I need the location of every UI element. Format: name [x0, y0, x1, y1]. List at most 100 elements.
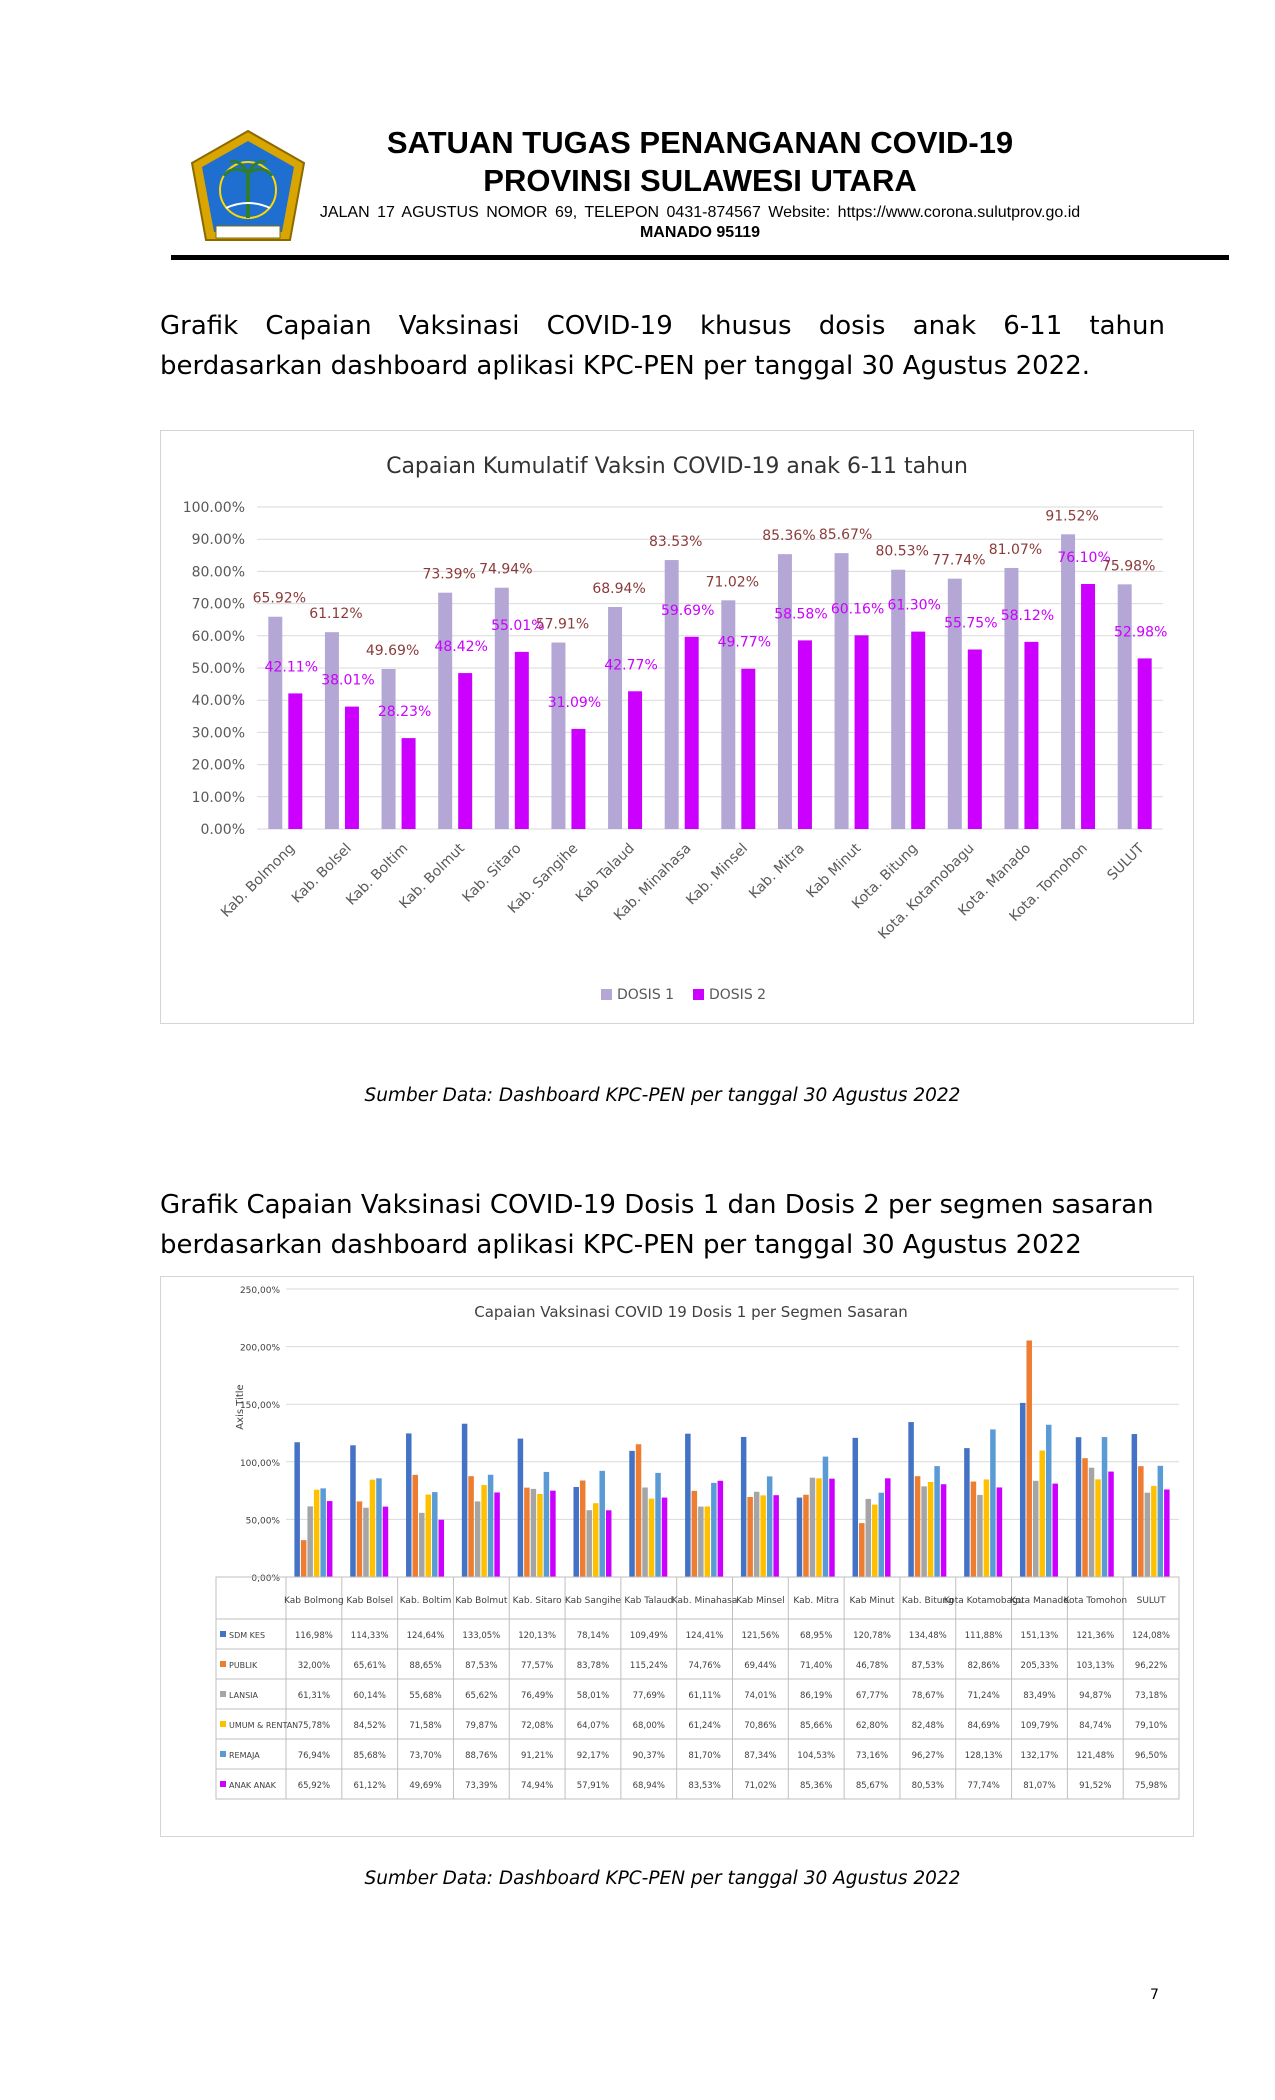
chart2-bar [859, 1523, 865, 1577]
chart2-bar [517, 1438, 524, 1577]
chart2-bar [419, 1512, 425, 1577]
chart1-bar-dosis1 [721, 600, 736, 829]
chart2-legend-swatch [220, 1781, 226, 1787]
chart2-bar [313, 1489, 320, 1577]
chart2-bar [543, 1471, 550, 1577]
chart2-table-cell: 73,16% [856, 1751, 888, 1761]
chart2-table-cell: 121,56% [741, 1631, 779, 1641]
chart2-bar [468, 1476, 474, 1577]
chart1-ytick-label: 40.00% [192, 693, 245, 709]
chart2-bar [412, 1474, 419, 1577]
chart2-bar [914, 1476, 921, 1577]
chart1-bar-dosis1 [494, 587, 509, 829]
chart2-table-cell: 77,74% [967, 1781, 999, 1791]
chart2-table-cell: 124,08% [1132, 1631, 1170, 1641]
chart1-data-label-dosis2: 38.01% [321, 673, 374, 689]
chart1-bar-dosis1 [664, 560, 679, 829]
chart2-bar [996, 1487, 1003, 1577]
chart2-bar [661, 1497, 668, 1577]
chart2-table-cell: 120,13% [518, 1631, 556, 1641]
chart2-table-cell: 109,49% [630, 1631, 668, 1641]
chart2-table-cell: 132,17% [1021, 1751, 1059, 1761]
chart2-table-cell: 77,69% [633, 1691, 665, 1701]
chart2-legend-label: REMAJA [229, 1751, 260, 1760]
chart2-category-label: Kab Minsel [736, 1596, 785, 1606]
chart1-bar-dosis1 [891, 569, 906, 829]
chart2-bar [605, 1510, 612, 1577]
chart1-bar-dosis1 [834, 553, 849, 829]
chart1-title: Capaian Kumulatif Vaksin COVID-19 anak 6… [386, 454, 968, 479]
chart2-legend-label: UMUM & RENTAN [229, 1721, 298, 1730]
chart1-data-label-dosis1: 71.02% [706, 574, 759, 590]
chart2-bar [940, 1484, 947, 1577]
chart2-bar [704, 1506, 711, 1577]
chart2-table-cell: 87,53% [912, 1661, 944, 1671]
chart2-table-cell: 94,87% [1079, 1691, 1111, 1701]
chart2-legend-label: LANSIA [229, 1691, 259, 1700]
chart2-bar [711, 1482, 717, 1577]
chart2-category-label: Kab Minut [850, 1596, 896, 1606]
chart2-category-label: Kab. Bitung [902, 1596, 954, 1606]
chart2-bar [655, 1472, 661, 1577]
chart2-table-cell: 121,48% [1076, 1751, 1114, 1761]
chart2-bar [648, 1498, 655, 1577]
chart2-table-cell: 64,07% [577, 1721, 609, 1731]
chart2-bar [320, 1488, 326, 1577]
chart2-table-cell: 84,74% [1079, 1721, 1111, 1731]
chart2-table-cell: 88,76% [465, 1751, 497, 1761]
chart2-bar [474, 1501, 481, 1577]
chart2-table-cell: 72,08% [521, 1721, 553, 1731]
chart2-table-cell: 134,48% [909, 1631, 947, 1641]
chart2-bar [1032, 1480, 1039, 1577]
chart2-table-cell: 32,00% [298, 1661, 330, 1671]
chart2-table-cell: 76,49% [521, 1691, 553, 1701]
chart2-bar [865, 1498, 872, 1577]
chart1-bar-dosis2 [1081, 583, 1096, 829]
chart2-ytick-label: 100,00% [240, 1459, 280, 1469]
chart2-bar [921, 1486, 927, 1577]
chart2-table-cell: 61,31% [298, 1691, 330, 1701]
chart1-category-label: Kab Minut [804, 840, 865, 901]
chart1-data-label-dosis2: 42.77% [604, 657, 657, 673]
segment-paragraph: Grafik Capaian Vaksinasi COVID-19 Dosis … [160, 1190, 1154, 1260]
chart2-bar [908, 1422, 914, 1577]
chart1-data-label-dosis1: 65.92% [253, 591, 306, 607]
chart1-bar-dosis2 [911, 631, 926, 829]
chart2-legend-swatch [220, 1721, 226, 1727]
chart2-table-cell: 82,86% [967, 1661, 999, 1671]
chart2-table-cell: 87,34% [744, 1751, 776, 1761]
chart1-data-label-dosis2: 55.01% [491, 618, 544, 634]
chart2-bar [964, 1448, 970, 1577]
chart2-table-cell: 80,53% [912, 1781, 944, 1791]
chart1-ytick-label: 80.00% [192, 564, 245, 580]
chart2-ytick-label: 250,00% [240, 1286, 280, 1296]
chart2-bar [326, 1501, 333, 1577]
chart2-category-label: Kab Sangihe [565, 1596, 622, 1606]
chart2-bar [809, 1477, 816, 1577]
chart-segmen-sasaran: Capaian Vaksinasi COVID 19 Dosis 1 per S… [160, 1276, 1194, 1837]
chart1-data-label-dosis2: 58.58% [774, 606, 827, 622]
chart1-bar-dosis1 [551, 642, 566, 829]
chart2-bar [1026, 1340, 1032, 1577]
chart2-ytick-label: 150,00% [240, 1401, 280, 1411]
chart2-bar [829, 1478, 835, 1577]
chart1-bar-dosis1 [268, 616, 283, 829]
chart2-bar [685, 1433, 691, 1577]
chart2-bar [970, 1481, 977, 1577]
chart1-data-label-dosis1: 85.36% [762, 528, 815, 544]
chart2-bar [537, 1493, 543, 1577]
chart1-category-label: SULUT [1104, 840, 1147, 883]
chart1-ytick-label: 70.00% [192, 597, 245, 613]
chart2-bar [481, 1484, 487, 1577]
chart2-legend-label: SDM KES [229, 1631, 265, 1640]
chart2-category-label: Kota Kotamobagu [944, 1596, 1024, 1606]
chart2-table-cell: 86,19% [800, 1691, 832, 1701]
chart1-data-label-dosis1: 57.91% [536, 617, 589, 633]
chart1-bar-dosis2 [401, 738, 416, 829]
chart2-table-cell: 73,39% [465, 1781, 497, 1791]
chart2-category-label: Kab. Sitaro [513, 1596, 562, 1606]
chart2-bar [294, 1442, 300, 1577]
chart2-table-cell: 74,01% [744, 1691, 776, 1701]
chart2-table-cell: 75,98% [1135, 1781, 1167, 1791]
chart1-data-label-dosis2: 59.69% [661, 603, 714, 619]
